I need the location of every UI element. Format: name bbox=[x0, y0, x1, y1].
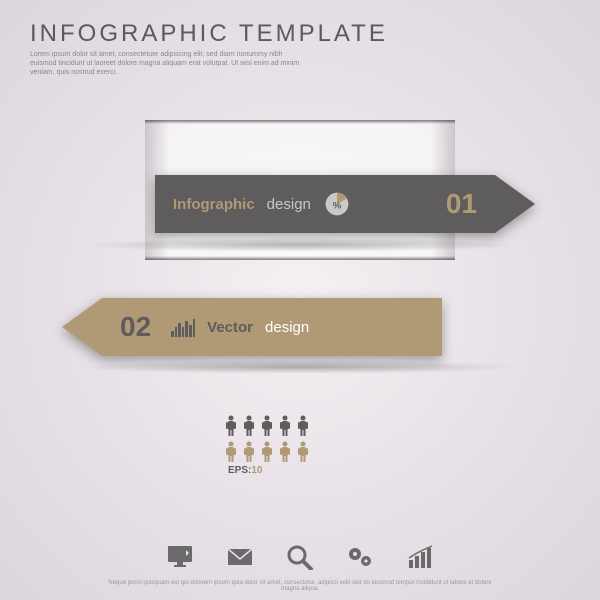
arrow-1-title-bold: Infographic bbox=[173, 196, 255, 213]
mail-icon bbox=[226, 544, 254, 570]
arrow-2-number: 02 bbox=[120, 311, 151, 343]
eps-text: EPS bbox=[228, 465, 248, 476]
footer-icon-row bbox=[0, 544, 600, 570]
person-icon bbox=[243, 441, 255, 463]
eps-value: 10 bbox=[251, 465, 262, 476]
person-icon bbox=[225, 415, 237, 437]
footer-text: Neque porro quisquam est qui dolorem ips… bbox=[0, 580, 600, 592]
person-icon bbox=[297, 441, 309, 463]
growth-chart-icon bbox=[406, 544, 434, 570]
monitor-icon bbox=[166, 544, 194, 570]
person-icon bbox=[297, 415, 309, 437]
arrow-2-title-light: design bbox=[265, 319, 309, 336]
bar-chart-icon bbox=[171, 317, 195, 337]
person-icon bbox=[225, 441, 237, 463]
person-icon bbox=[279, 441, 291, 463]
search-icon bbox=[286, 544, 314, 570]
people-icons bbox=[225, 415, 309, 467]
arrow-shadow bbox=[80, 360, 520, 374]
arrow-head-icon bbox=[62, 298, 102, 356]
arrow-item-1: Infographic design % 01 bbox=[155, 175, 535, 233]
person-icon bbox=[243, 415, 255, 437]
arrow-1-title-light: design bbox=[267, 196, 311, 213]
arrow-2-title-bold: Vector bbox=[207, 319, 253, 336]
page-title: INFOGRAPHIC TEMPLATE bbox=[30, 20, 570, 48]
arrow-shadow bbox=[80, 238, 520, 252]
person-icon bbox=[261, 415, 273, 437]
svg-text:%: % bbox=[333, 200, 342, 211]
people-row-1 bbox=[225, 415, 309, 437]
person-icon bbox=[261, 441, 273, 463]
gears-icon bbox=[346, 544, 374, 570]
arrow-head-icon bbox=[495, 175, 535, 233]
arrow-1-number: 01 bbox=[446, 188, 477, 220]
arrow-item-2: 02 Vector design bbox=[62, 298, 442, 356]
page-subtitle: Lorem ipsum dolor sit amet, consectetuer… bbox=[30, 50, 310, 77]
people-row-2 bbox=[225, 441, 309, 463]
person-icon bbox=[279, 415, 291, 437]
eps-label: EPS:10 bbox=[228, 465, 262, 476]
header: INFOGRAPHIC TEMPLATE Lorem ipsum dolor s… bbox=[0, 0, 600, 87]
pie-chart-icon: % bbox=[323, 190, 351, 218]
